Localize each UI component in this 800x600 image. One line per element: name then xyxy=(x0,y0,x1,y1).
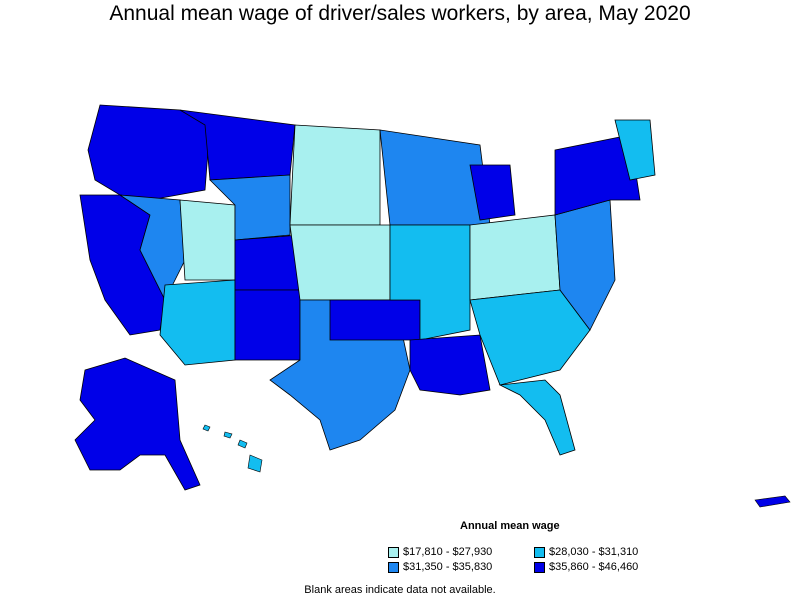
region-oklahoma xyxy=(329,299,421,341)
region-ohio-valley xyxy=(469,214,561,301)
legend-item-1: $17,810 - $27,930 xyxy=(388,546,492,558)
legend-label-2: $28,030 - $31,310 xyxy=(549,546,639,558)
legend-item-2: $28,030 - $31,310 xyxy=(534,546,638,558)
region-plains xyxy=(289,224,391,301)
legend-title: Annual mean wage xyxy=(460,520,560,532)
region-florida xyxy=(498,379,576,456)
region-great-lakes xyxy=(469,164,516,221)
region-arizona xyxy=(159,279,236,366)
legend-swatch-2 xyxy=(534,546,545,558)
region-dakotas xyxy=(289,124,381,226)
region-gulf xyxy=(409,334,491,396)
region-utah xyxy=(179,199,236,281)
region-colorado xyxy=(234,234,301,291)
region-new-mexico xyxy=(234,289,301,361)
legend-swatch-4 xyxy=(534,561,545,573)
hawaii xyxy=(202,424,263,473)
legend-label-4: $35,860 - $46,460 xyxy=(549,561,639,573)
legend-item-3: $31,350 - $35,830 xyxy=(388,561,492,573)
map-title: Annual mean wage of driver/sales workers… xyxy=(109,2,691,25)
legend-swatch-1 xyxy=(388,546,399,558)
legend-label-3: $31,350 - $35,830 xyxy=(403,561,493,573)
region-pacific-northwest xyxy=(87,104,211,201)
blank-areas-note: Blank areas indicate data not available. xyxy=(304,584,496,596)
legend-item-4: $35,860 - $46,460 xyxy=(534,561,638,573)
legend-swatch-3 xyxy=(388,561,399,573)
region-maine xyxy=(614,119,656,181)
legend-label-1: $17,810 - $27,930 xyxy=(403,546,493,558)
puerto-rico xyxy=(754,495,791,508)
region-northeast xyxy=(554,134,641,216)
contiguous-us xyxy=(79,104,656,456)
alaska xyxy=(74,357,201,491)
